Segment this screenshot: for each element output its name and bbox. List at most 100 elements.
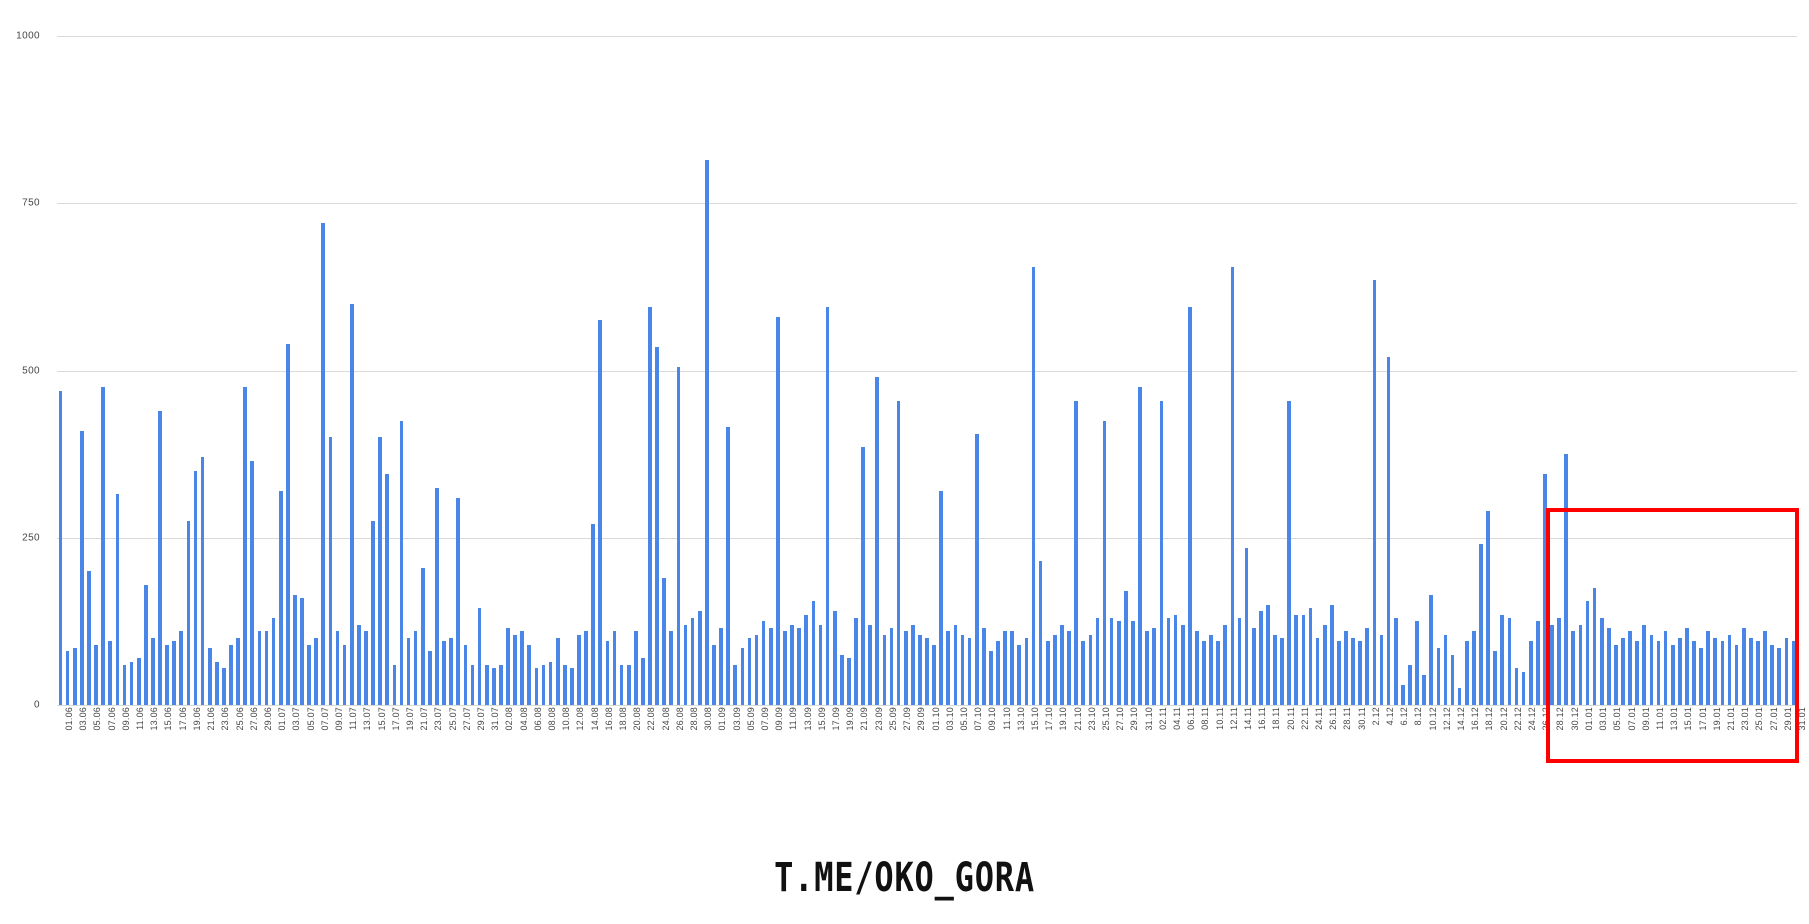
bar bbox=[151, 638, 155, 705]
y-tick-label: 0 bbox=[34, 699, 40, 711]
x-tick-label: 21.09 bbox=[859, 707, 870, 731]
bar bbox=[960, 634, 965, 705]
bar bbox=[1038, 561, 1043, 705]
x-tick-label: 11.09 bbox=[788, 707, 799, 730]
bar bbox=[342, 644, 347, 705]
x-tick-label: 15.09 bbox=[816, 707, 827, 731]
bar bbox=[939, 490, 944, 705]
bar bbox=[1152, 628, 1157, 705]
x-tick-label: 30.08 bbox=[703, 707, 714, 731]
bar bbox=[690, 618, 695, 705]
x-tick-label: 21.06 bbox=[206, 707, 217, 731]
bar bbox=[1337, 641, 1341, 705]
x-tick-label: 19.09 bbox=[845, 707, 856, 731]
x-tick-label: 23.09 bbox=[873, 707, 884, 731]
bar bbox=[974, 434, 979, 705]
x-tick-label: 18.08 bbox=[618, 707, 628, 731]
x-tick-label: 02.08 bbox=[504, 707, 515, 731]
x-tick-label: 25.01 bbox=[1754, 707, 1765, 731]
x-tick-label: 15.01 bbox=[1683, 707, 1694, 731]
bar bbox=[1031, 266, 1036, 705]
x-tick-label: 27.07 bbox=[461, 707, 472, 731]
x-tick-label: 14.12 bbox=[1456, 707, 1467, 731]
bar bbox=[1109, 618, 1114, 705]
y-tick-label: 250 bbox=[22, 532, 40, 544]
x-tick-label: 19.06 bbox=[191, 707, 202, 731]
x-tick-label: 24.12 bbox=[1527, 707, 1538, 731]
x-tick-label: 04.08 bbox=[518, 707, 529, 731]
x-tick-label: 11.07 bbox=[348, 707, 359, 730]
x-tick-label: 31.01 bbox=[1796, 707, 1807, 731]
bar bbox=[932, 644, 936, 705]
bar bbox=[570, 668, 574, 705]
bar bbox=[1095, 618, 1100, 705]
x-tick-label: 09.09 bbox=[774, 707, 785, 731]
x-tick-label: 27.09 bbox=[902, 707, 913, 731]
bar bbox=[456, 497, 461, 705]
bar bbox=[356, 624, 361, 705]
bar bbox=[1628, 631, 1632, 705]
bar bbox=[1244, 547, 1249, 705]
bar bbox=[577, 634, 581, 705]
bar bbox=[1464, 641, 1469, 705]
bar bbox=[1656, 641, 1661, 705]
x-tick-label: 27.01 bbox=[1768, 707, 1779, 731]
bar bbox=[1102, 420, 1107, 705]
bar bbox=[300, 597, 304, 705]
x-tick-label: 17.01 bbox=[1697, 707, 1708, 731]
bar bbox=[1393, 618, 1398, 705]
bar bbox=[818, 624, 823, 705]
bar bbox=[250, 460, 255, 705]
bar bbox=[1088, 634, 1093, 705]
bar bbox=[683, 624, 688, 705]
x-tick-label: 17.09 bbox=[831, 707, 842, 731]
bar bbox=[328, 437, 333, 705]
bar bbox=[1791, 641, 1796, 705]
bar bbox=[1216, 641, 1221, 705]
gridline-0 bbox=[57, 705, 1797, 706]
bar bbox=[1315, 638, 1320, 705]
bar bbox=[115, 494, 120, 705]
bar bbox=[108, 641, 113, 705]
x-tick-label: 06.08 bbox=[532, 707, 543, 731]
bar bbox=[591, 524, 596, 705]
bar bbox=[1251, 628, 1256, 705]
bar bbox=[740, 648, 745, 705]
x-tick-label: 01.09 bbox=[717, 707, 728, 731]
bar bbox=[1266, 604, 1270, 705]
bar bbox=[619, 664, 624, 705]
bar bbox=[1748, 638, 1753, 705]
bar bbox=[1692, 641, 1696, 705]
x-tick-label: 12.12 bbox=[1441, 707, 1452, 731]
bar bbox=[314, 638, 319, 705]
bar bbox=[1713, 638, 1718, 705]
x-tick-label: 21.10 bbox=[1072, 707, 1083, 731]
bar bbox=[754, 634, 759, 705]
bar bbox=[207, 648, 212, 705]
x-tick-label: 18.12 bbox=[1484, 707, 1495, 731]
bar bbox=[257, 631, 262, 705]
x-tick-label: 03.06 bbox=[78, 707, 89, 731]
x-tick-label: 01.07 bbox=[277, 707, 288, 731]
bar bbox=[733, 664, 738, 705]
x-tick-label: 01.06 bbox=[64, 707, 75, 731]
bar bbox=[832, 611, 837, 705]
bar bbox=[484, 664, 489, 705]
x-tick-label: 19.07 bbox=[404, 707, 415, 731]
bar bbox=[378, 437, 382, 705]
x-tick-label: 05.06 bbox=[92, 707, 103, 731]
x-tick-label: 09.10 bbox=[987, 707, 998, 731]
bar bbox=[1017, 644, 1022, 705]
bar bbox=[1422, 674, 1426, 705]
bar bbox=[1500, 614, 1505, 705]
bar bbox=[1195, 631, 1199, 705]
x-tick-label: 27.06 bbox=[248, 707, 259, 731]
x-tick-label: 13.10 bbox=[1015, 707, 1026, 731]
x-tick-label: 22.12 bbox=[1512, 707, 1523, 731]
bar bbox=[243, 387, 248, 705]
x-tick-label: 03.09 bbox=[731, 707, 742, 731]
x-tick-label: 09.01 bbox=[1640, 707, 1651, 731]
bar bbox=[307, 644, 311, 705]
x-tick-label: 12.08 bbox=[575, 707, 586, 731]
